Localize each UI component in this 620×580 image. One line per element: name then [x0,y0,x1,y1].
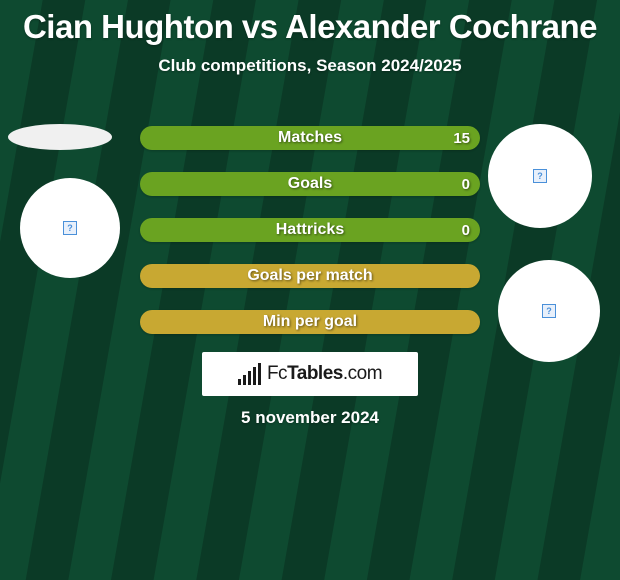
image-placeholder-icon: ? [63,221,77,235]
image-placeholder-icon: ? [533,169,547,183]
player-left-shadow [8,124,112,150]
player-avatar: ? [20,178,120,278]
stat-bar-label: Matches [278,129,342,147]
image-placeholder-icon: ? [542,304,556,318]
stat-bar-label: Min per goal [263,313,357,331]
stat-bar: Goals 0 [140,172,480,196]
stat-bars: Matches 15 Goals 0 Hattricks 0 Goals per match… [140,126,480,356]
player-avatar: ? [498,260,600,362]
stat-bar-label: Goals [288,175,332,193]
fctables-logo: FcTables.com [202,352,418,396]
stamp-date: 5 november 2024 [0,408,620,428]
stat-bar: Hattricks 0 [140,218,480,242]
stat-bar-value: 15 [453,130,470,147]
page-title: Cian Hughton vs Alexander Cochrane [0,0,620,46]
stat-bar-label: Goals per match [247,267,372,285]
stat-bar: Goals per match [140,264,480,288]
stat-bar-value: 0 [462,176,470,193]
stat-bar-value: 0 [462,222,470,239]
logo-text: FcTables.com [267,363,382,385]
logo-bars-icon [238,363,261,385]
subtitle: Club competitions, Season 2024/2025 [0,56,620,76]
player-avatar: ? [488,124,592,228]
stat-bar: Matches 15 [140,126,480,150]
stat-bar-label: Hattricks [276,221,344,239]
stat-bar: Min per goal [140,310,480,334]
